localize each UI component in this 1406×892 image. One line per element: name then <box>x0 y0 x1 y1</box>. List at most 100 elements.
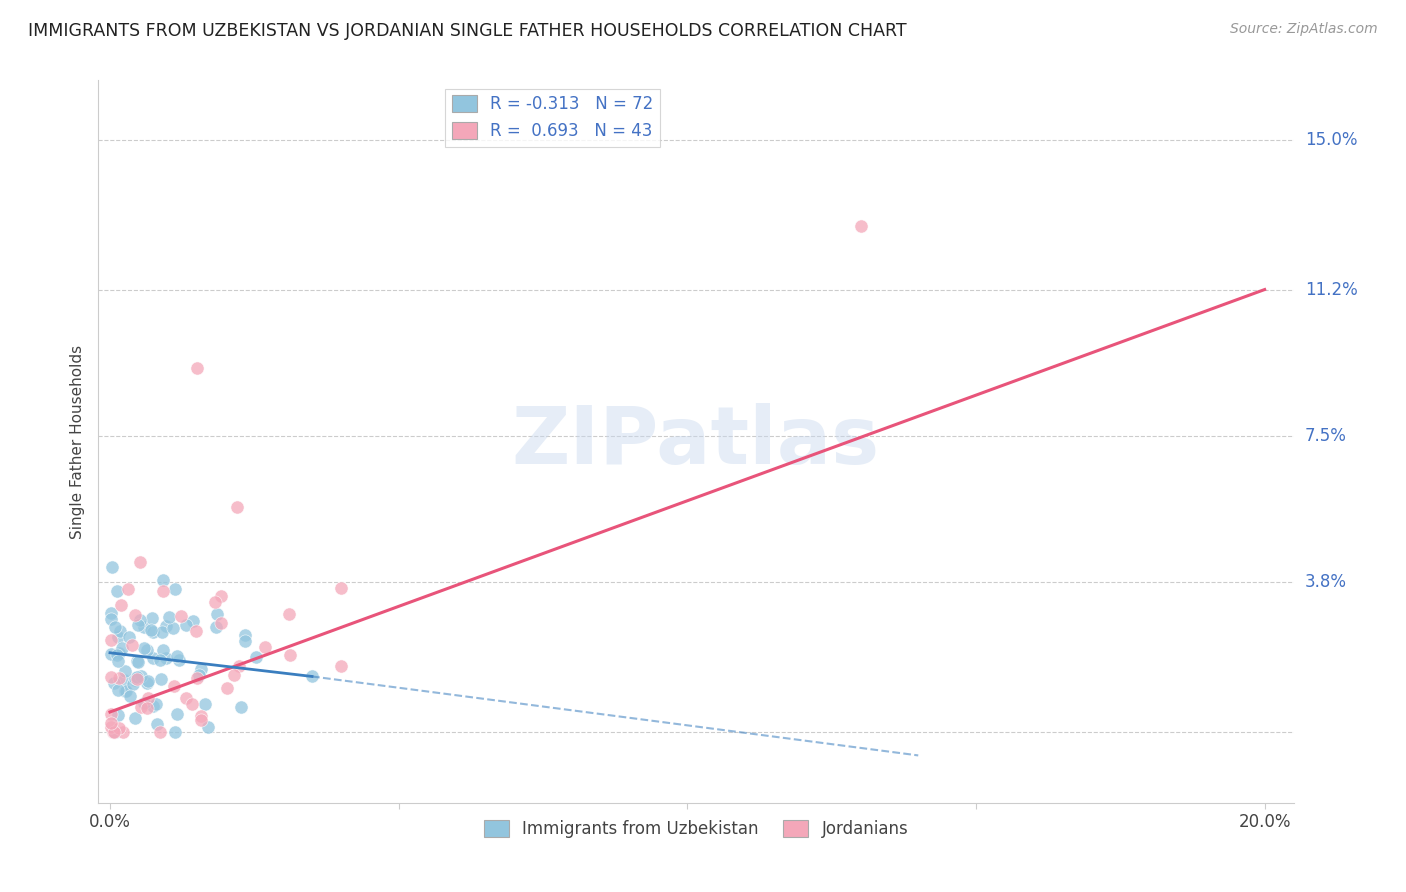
Point <box>166 706 188 721</box>
Point <box>204 595 226 609</box>
Point <box>128 555 150 569</box>
Point <box>139 623 162 637</box>
Point <box>103 724 125 739</box>
Point <box>100 647 122 661</box>
Point <box>100 706 122 721</box>
Point <box>115 684 138 698</box>
Point <box>136 673 159 688</box>
Point <box>149 724 172 739</box>
Point <box>190 661 212 675</box>
Point <box>108 624 131 638</box>
Point <box>169 608 191 623</box>
Point <box>100 716 122 731</box>
Point <box>163 679 186 693</box>
Point <box>107 655 129 669</box>
Point <box>117 582 139 596</box>
Point <box>152 573 174 587</box>
Point <box>129 668 152 682</box>
Point <box>186 361 208 376</box>
Text: 11.2%: 11.2% <box>1305 281 1357 299</box>
Point <box>110 599 132 613</box>
Point <box>167 653 190 667</box>
Point <box>142 651 165 665</box>
Point <box>150 672 173 686</box>
Point <box>124 673 146 688</box>
Point <box>152 643 174 657</box>
Point <box>142 624 165 639</box>
Point <box>101 724 124 739</box>
Point <box>100 606 122 620</box>
Point <box>105 584 128 599</box>
Point <box>100 633 122 648</box>
Point <box>122 677 145 691</box>
Point <box>107 708 129 723</box>
Point <box>329 581 352 595</box>
Point <box>205 607 228 621</box>
Point <box>165 582 187 596</box>
Point <box>155 650 177 665</box>
Point <box>125 672 148 686</box>
Point <box>101 560 124 574</box>
Y-axis label: Single Father Households: Single Father Households <box>70 344 86 539</box>
Point <box>132 641 155 656</box>
Point <box>114 684 136 698</box>
Point <box>121 638 143 652</box>
Point <box>145 697 167 711</box>
Point <box>100 612 122 626</box>
Point <box>849 219 872 234</box>
Point <box>103 675 125 690</box>
Point <box>181 698 204 712</box>
Point <box>100 670 122 684</box>
Point <box>100 720 122 734</box>
Point <box>118 689 141 703</box>
Point <box>187 667 209 681</box>
Point <box>118 630 141 644</box>
Point <box>162 621 184 635</box>
Point <box>278 648 301 662</box>
Text: Source: ZipAtlas.com: Source: ZipAtlas.com <box>1230 22 1378 37</box>
Point <box>129 699 152 714</box>
Point <box>127 654 149 668</box>
Point <box>190 713 212 727</box>
Point <box>136 690 159 705</box>
Point <box>124 607 146 622</box>
Point <box>193 697 215 711</box>
Point <box>135 676 157 690</box>
Point <box>132 620 155 634</box>
Point <box>301 668 323 682</box>
Text: ZIPatlas: ZIPatlas <box>512 402 880 481</box>
Point <box>152 583 174 598</box>
Point <box>163 724 186 739</box>
Point <box>174 691 197 706</box>
Point <box>226 500 249 514</box>
Point <box>146 716 169 731</box>
Point <box>107 630 129 644</box>
Point <box>104 620 127 634</box>
Point <box>166 649 188 664</box>
Point <box>111 724 134 739</box>
Point <box>141 611 163 625</box>
Point <box>233 628 256 642</box>
Point <box>209 616 232 631</box>
Point <box>150 624 173 639</box>
Point <box>111 641 134 656</box>
Point <box>107 683 129 698</box>
Text: 3.8%: 3.8% <box>1305 573 1347 591</box>
Point <box>209 589 232 603</box>
Point <box>190 709 212 723</box>
Point <box>231 699 253 714</box>
Point <box>205 620 228 634</box>
Point <box>228 659 250 673</box>
Point <box>108 671 131 685</box>
Point <box>127 670 149 684</box>
Point <box>134 696 156 710</box>
Text: 7.5%: 7.5% <box>1305 426 1347 444</box>
Point <box>253 640 276 655</box>
Point <box>184 624 207 639</box>
Point <box>233 633 256 648</box>
Point <box>155 619 177 633</box>
Point <box>215 681 238 695</box>
Point <box>124 671 146 685</box>
Point <box>135 643 157 657</box>
Point <box>135 700 157 714</box>
